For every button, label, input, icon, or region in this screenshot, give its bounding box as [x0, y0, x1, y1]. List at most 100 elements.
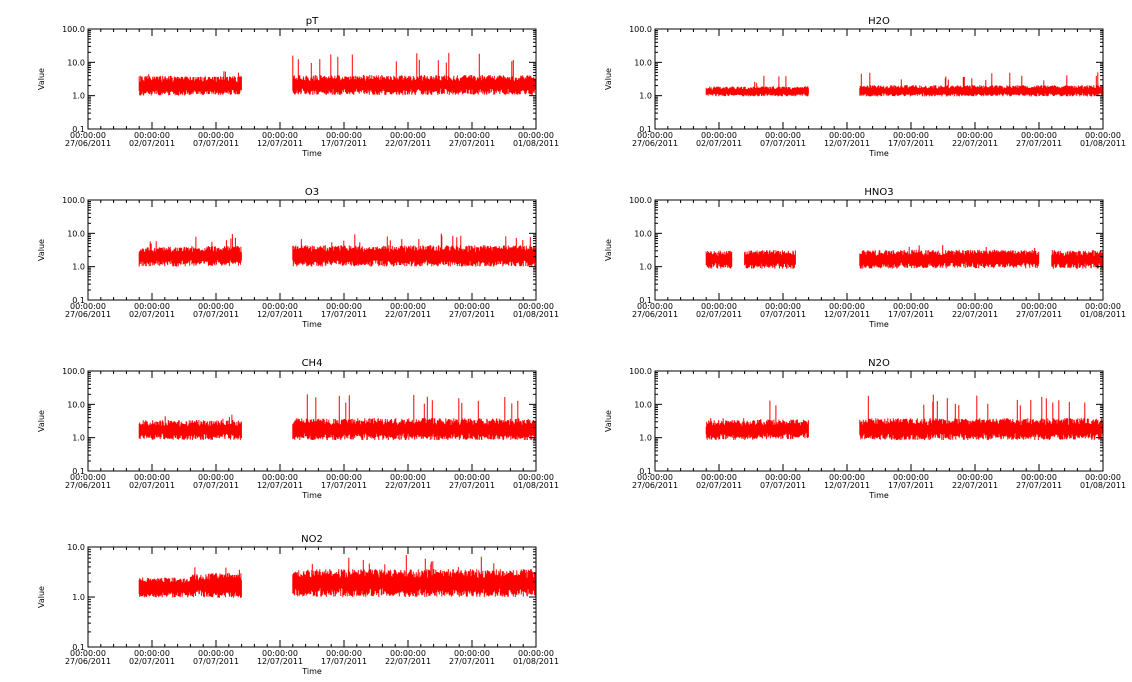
x-tick-time: 00:00:00 — [893, 131, 929, 140]
data-trace — [292, 233, 537, 267]
data-trace — [138, 416, 191, 440]
x-tick-date: 27/07/2011 — [449, 481, 495, 490]
x-tick-time: 00:00:00 — [262, 131, 298, 140]
data-trace — [292, 52, 537, 95]
panel-o3: 0.11.010.0100.000:00:0027/06/201100:00:0… — [37, 187, 559, 329]
x-tick-time: 00:00:00 — [518, 131, 554, 140]
y-axis-label: Value — [604, 410, 613, 432]
x-tick-time: 00:00:00 — [829, 473, 865, 482]
panel-title: N2O — [868, 358, 890, 369]
x-tick-time: 00:00:00 — [829, 302, 865, 311]
y-tick-label: 1.0 — [639, 434, 652, 443]
data-trace — [859, 72, 1104, 97]
plot-frame — [654, 370, 1104, 472]
y-tick-label: 10.0 — [67, 543, 85, 552]
data-trace — [138, 577, 191, 598]
y-tick-label: 0.1 — [639, 467, 652, 476]
y-tick-label: 1.0 — [72, 434, 85, 443]
x-tick-time: 00:00:00 — [70, 131, 106, 140]
y-tick-label: 10.0 — [634, 400, 652, 409]
data-trace — [189, 234, 242, 266]
x-axis-label: Time — [301, 667, 322, 676]
x-tick-date: 01/08/2011 — [513, 481, 559, 490]
x-tick-time: 00:00:00 — [765, 473, 801, 482]
x-tick-date: 22/07/2011 — [385, 657, 431, 666]
x-tick-date: 07/07/2011 — [760, 139, 806, 148]
x-tick-time: 00:00:00 — [134, 302, 170, 311]
x-tick-date: 27/06/2011 — [65, 310, 111, 319]
y-axis-label: Value — [37, 586, 46, 608]
x-tick-time: 00:00:00 — [134, 473, 170, 482]
x-axis-label: Time — [868, 320, 889, 329]
x-tick-date: 27/07/2011 — [449, 310, 495, 319]
data-trace — [292, 394, 537, 441]
x-tick-date: 27/06/2011 — [65, 657, 111, 666]
x-tick-time: 00:00:00 — [701, 473, 737, 482]
data-trace — [859, 394, 1104, 441]
x-axis-label: Time — [868, 491, 889, 500]
y-tick-label: 0.1 — [72, 125, 85, 134]
data-trace — [756, 400, 809, 440]
plot-frame — [87, 370, 537, 472]
y-tick-label: 100.0 — [62, 367, 85, 376]
x-tick-time: 00:00:00 — [957, 473, 993, 482]
x-tick-time: 00:00:00 — [1085, 302, 1121, 311]
x-tick-time: 00:00:00 — [134, 649, 170, 658]
x-tick-date: 01/08/2011 — [513, 657, 559, 666]
x-tick-date: 17/07/2011 — [321, 657, 367, 666]
x-tick-time: 00:00:00 — [637, 302, 673, 311]
data-trace — [189, 71, 242, 95]
x-tick-time: 00:00:00 — [70, 473, 106, 482]
data-trace — [138, 241, 191, 267]
data-trace — [189, 567, 242, 598]
x-tick-time: 00:00:00 — [390, 473, 426, 482]
x-tick-date: 02/07/2011 — [696, 481, 742, 490]
x-tick-date: 27/07/2011 — [449, 657, 495, 666]
y-tick-label: 0.1 — [639, 125, 652, 134]
data-trace — [292, 555, 537, 598]
x-tick-date: 27/07/2011 — [1016, 481, 1062, 490]
x-tick-time: 00:00:00 — [893, 302, 929, 311]
x-tick-date: 07/07/2011 — [193, 310, 239, 319]
x-tick-time: 00:00:00 — [70, 302, 106, 311]
data-trace — [189, 414, 242, 440]
x-tick-time: 00:00:00 — [454, 131, 490, 140]
x-tick-date: 27/07/2011 — [1016, 310, 1062, 319]
x-tick-time: 00:00:00 — [326, 131, 362, 140]
x-tick-date: 07/07/2011 — [193, 481, 239, 490]
y-tick-label: 0.1 — [72, 467, 85, 476]
x-tick-time: 00:00:00 — [701, 131, 737, 140]
x-tick-date: 02/07/2011 — [696, 310, 742, 319]
x-tick-time: 00:00:00 — [1021, 473, 1057, 482]
y-tick-label: 1.0 — [72, 593, 85, 602]
panel-title: HNO3 — [864, 187, 893, 198]
x-tick-date: 12/07/2011 — [257, 139, 303, 148]
x-tick-date: 17/07/2011 — [321, 139, 367, 148]
x-tick-time: 00:00:00 — [637, 473, 673, 482]
x-tick-date: 17/07/2011 — [888, 310, 934, 319]
y-tick-label: 1.0 — [639, 263, 652, 272]
x-tick-time: 00:00:00 — [198, 302, 234, 311]
x-tick-time: 00:00:00 — [454, 649, 490, 658]
x-tick-time: 00:00:00 — [1021, 302, 1057, 311]
data-trace — [756, 250, 796, 269]
x-tick-time: 00:00:00 — [957, 302, 993, 311]
x-tick-date: 01/08/2011 — [1080, 310, 1126, 319]
x-tick-date: 01/08/2011 — [513, 310, 559, 319]
y-tick-label: 10.0 — [634, 58, 652, 67]
x-axis-label: Time — [301, 149, 322, 158]
data-trace — [859, 250, 899, 269]
x-tick-date: 22/07/2011 — [952, 481, 998, 490]
y-tick-label: 10.0 — [634, 229, 652, 238]
x-tick-time: 00:00:00 — [390, 131, 426, 140]
x-tick-date: 27/06/2011 — [65, 481, 111, 490]
x-tick-date: 07/07/2011 — [760, 481, 806, 490]
x-tick-time: 00:00:00 — [390, 302, 426, 311]
y-tick-label: 1.0 — [72, 263, 85, 272]
data-trace — [705, 418, 758, 440]
x-tick-time: 00:00:00 — [326, 302, 362, 311]
x-tick-time: 00:00:00 — [198, 473, 234, 482]
panel-hno3: 0.11.010.0100.000:00:0027/06/201100:00:0… — [604, 187, 1126, 329]
y-tick-label: 0.1 — [72, 296, 85, 305]
